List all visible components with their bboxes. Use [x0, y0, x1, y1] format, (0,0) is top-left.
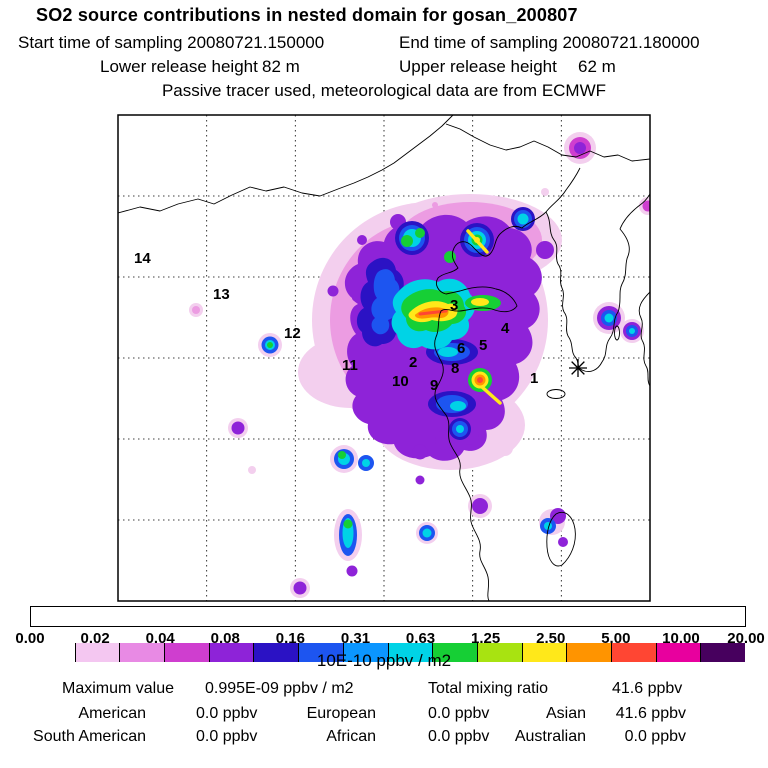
colorbar-tick-label: 5.00	[601, 630, 631, 647]
source-label-8: 8	[451, 360, 459, 377]
colorbar-segment	[209, 643, 255, 662]
source-label-6: 6	[457, 340, 465, 357]
coastline-path	[434, 167, 581, 601]
source-label-12: 12	[284, 325, 301, 342]
region-label-australian: Australian	[514, 728, 586, 745]
region-value-african: 0.0 ppbv	[428, 728, 490, 745]
colorbar-segment	[31, 643, 76, 662]
island-taiwan	[546, 511, 576, 567]
colorbar-segment	[567, 643, 612, 662]
lower-release-value: 82 m	[262, 57, 300, 76]
colorbar-tick-label: 10.00	[662, 630, 700, 647]
source-label-4: 4	[501, 320, 510, 337]
source-label-14: 14	[134, 250, 151, 267]
colorbar-tick-label: 0.00	[15, 630, 45, 647]
colorbar-tick-label: 0.04	[145, 630, 175, 647]
colorbar-segment	[120, 643, 166, 662]
total-mixing-ratio-value: 41.6 ppbv	[612, 680, 683, 697]
colorbar-tick-label: 0.08	[210, 630, 240, 647]
source-label-3: 3	[450, 297, 458, 314]
island-tsushima	[614, 325, 620, 341]
colorbar-segments	[31, 643, 745, 662]
region-label-african: African	[326, 728, 376, 745]
source-label-5: 5	[479, 337, 487, 354]
colorbar-segment	[388, 643, 434, 662]
colorbar-segment	[477, 643, 523, 662]
receptor-star-spoke	[571, 361, 585, 375]
source-label-1: 1	[530, 370, 538, 387]
source-label-9: 9	[430, 377, 438, 394]
upper-release-value: 62 m	[578, 57, 616, 76]
source-label-13: 13	[213, 286, 230, 303]
coastline-path	[118, 115, 454, 214]
coastlines	[118, 115, 650, 601]
region-label-american: American	[78, 705, 146, 722]
region-label-asian: Asian	[545, 705, 586, 722]
colorbar-tick-label: 2.50	[536, 630, 566, 647]
concentration-field	[189, 132, 650, 598]
region-value-american: 0.0 ppbv	[196, 705, 258, 722]
source-label-11: 11	[342, 357, 358, 374]
total-mixing-ratio-label: Total mixing ratio	[428, 680, 549, 697]
colorbar-tick-label: 1.25	[471, 630, 501, 647]
colorbar-segment	[299, 643, 344, 662]
island-jeju	[546, 389, 566, 399]
coastline-path	[638, 291, 650, 387]
colorbar-ticks: 0.00 0.02 0.04 0.08 0.16 0.31 0.63 1.25 2.50 5.00…	[15, 630, 764, 648]
receptor-marker	[569, 359, 587, 377]
colorbar-tick-label: 0.02	[80, 630, 110, 647]
coastline-path	[545, 193, 650, 373]
colorbar-segment	[75, 643, 121, 662]
plot-title: SO2 source contributions in nested domai…	[36, 5, 578, 25]
colorbar-tick-label: 20.00	[727, 630, 765, 647]
colorbar-tick-label: 0.63	[405, 630, 436, 647]
colorbar-segment	[433, 643, 478, 662]
colorbar-segment	[611, 643, 657, 662]
region-value-european: 0.0 ppbv	[428, 705, 490, 722]
colorbar-segment	[522, 643, 568, 662]
tracer-note: Passive tracer used, meteorological data…	[161, 81, 607, 100]
colorbar-segment	[701, 643, 745, 662]
map-frame	[117, 114, 651, 602]
colorbar-segment	[656, 643, 702, 662]
lower-release-label: Lower release height	[100, 57, 258, 76]
source-label-2: 2	[409, 354, 417, 371]
region-value-australian: 0.0 ppbv	[624, 728, 686, 745]
source-label-10: 10	[392, 373, 409, 390]
end-time-text: End time of sampling 20080721.180000	[399, 33, 700, 52]
colorbar-tick-label: 0.31	[340, 630, 371, 647]
coastline-path	[445, 123, 650, 162]
colorbar-segment	[254, 643, 300, 662]
max-value-label: Maximum value	[62, 680, 175, 697]
colorbar-tick-label: 0.16	[275, 630, 305, 647]
region-value-south-american: 0.0 ppbv	[196, 728, 258, 745]
colorbar-unit-label: 10E-10 ppbv / m2	[316, 651, 452, 670]
colorbar-segment	[165, 643, 210, 662]
colorbar	[30, 606, 746, 662]
start-time-text: Start time of sampling 20080721.150000	[18, 33, 325, 52]
max-value: 0.995E-09 ppbv / m2	[205, 680, 354, 697]
region-label-european: European	[306, 705, 376, 722]
region-label-south-american: South American	[33, 728, 146, 745]
colorbar-segment	[343, 643, 389, 662]
region-value-asian: 41.6 ppbv	[615, 705, 686, 722]
upper-release-label: Upper release height	[399, 57, 557, 76]
